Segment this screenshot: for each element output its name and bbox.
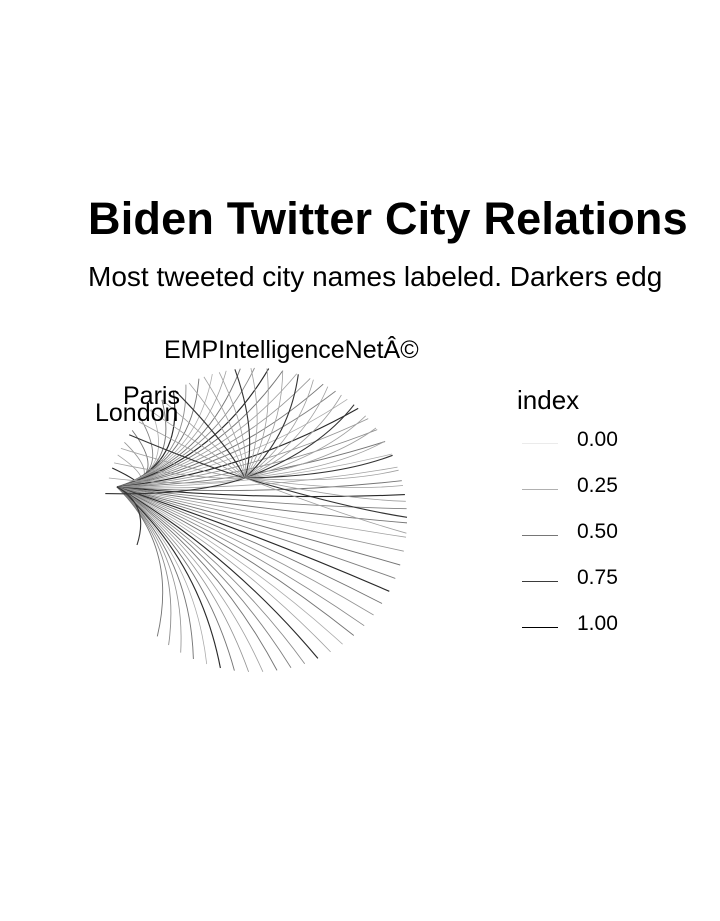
network-edge	[116, 486, 396, 579]
network-edge	[116, 486, 194, 660]
network-edge	[116, 486, 390, 592]
network-edge	[116, 486, 343, 645]
network-edge	[244, 394, 342, 479]
network-edge	[116, 486, 407, 538]
legend-label: 0.25	[577, 474, 618, 497]
network-edge	[116, 486, 401, 566]
network-edge	[116, 407, 359, 488]
edge-group	[105, 367, 408, 673]
network-edge	[116, 486, 142, 546]
network-edge	[174, 390, 246, 479]
legend-key	[522, 489, 558, 490]
legend-title: index	[517, 385, 580, 415]
network-edge	[188, 382, 246, 479]
legend-key	[522, 535, 558, 536]
network-edge	[138, 421, 246, 479]
network-edge	[244, 415, 366, 479]
network-edge	[149, 409, 246, 479]
network-edge	[116, 368, 241, 488]
legend-rows: 0.00 0.25 0.50 0.75 1.00	[517, 426, 618, 656]
network-edge	[116, 486, 235, 671]
network-edge	[203, 376, 246, 479]
network-edge	[244, 374, 299, 479]
network-edge	[244, 379, 314, 479]
network-edge	[116, 486, 164, 637]
legend: index 0.00 0.25 0.50 0.75 1.00	[517, 385, 618, 656]
network-edge	[116, 418, 369, 488]
legend-entry: 1.00	[517, 610, 618, 656]
network-edge	[234, 369, 251, 479]
network-edge	[116, 383, 324, 488]
network-edge	[114, 462, 246, 479]
legend-label: 1.00	[577, 612, 618, 635]
network-edge	[116, 486, 374, 616]
node-label-paris: Paris	[123, 382, 180, 410]
network-edge	[105, 477, 246, 495]
network-edge	[116, 486, 404, 552]
network-edge	[116, 486, 365, 627]
network-edge	[244, 477, 406, 502]
network-edge	[161, 399, 246, 479]
network-edge	[244, 469, 399, 481]
legend-label: 0.75	[577, 566, 618, 589]
legend-label: 0.50	[577, 520, 618, 543]
network-edge	[116, 486, 407, 510]
legend-key	[522, 581, 558, 582]
chart-subtitle: Most tweeted city names labeled. Darkers…	[88, 261, 663, 292]
network-edge	[116, 486, 319, 659]
network-edge	[244, 370, 284, 479]
legend-entry: 0.50	[517, 518, 618, 564]
network-edge	[244, 440, 386, 479]
network-edge	[116, 480, 402, 492]
network-edge	[116, 486, 292, 668]
legend-entry: 0.25	[517, 472, 618, 518]
legend-entry: 0.75	[517, 564, 618, 610]
network-edge	[116, 370, 284, 488]
network-edge	[244, 404, 355, 479]
node-label-emp: EMPIntelligenceNetÂ©	[164, 335, 419, 364]
network-edge	[120, 448, 246, 479]
network-edge	[116, 486, 278, 671]
legend-key	[522, 627, 558, 628]
network-edge	[116, 486, 264, 672]
network-edge	[116, 486, 172, 646]
network-edge	[244, 477, 407, 534]
network-edge	[244, 386, 329, 479]
network-edge	[116, 486, 306, 664]
network-edge	[244, 477, 404, 488]
network-edge	[128, 434, 246, 479]
network-edge	[116, 378, 311, 488]
legend-entry: 0.00	[517, 426, 618, 472]
network-edge	[116, 486, 249, 673]
network-edge	[116, 466, 398, 489]
network-edge	[116, 486, 383, 604]
network-edge	[244, 454, 393, 479]
network-edge	[116, 486, 208, 665]
network-edge	[116, 486, 405, 498]
network-edge	[244, 427, 377, 479]
network-edge	[244, 368, 269, 479]
network-edge	[244, 368, 258, 479]
chart-title: Biden Twitter City Relations	[88, 193, 688, 244]
node-label-london: London	[95, 399, 178, 427]
network-edge	[116, 486, 355, 636]
network-edge	[244, 477, 408, 518]
legend-label: 0.00	[577, 428, 618, 451]
network-edge	[108, 477, 246, 484]
network-edge	[116, 486, 331, 653]
network-edge	[218, 372, 247, 479]
legend-key	[522, 443, 558, 444]
